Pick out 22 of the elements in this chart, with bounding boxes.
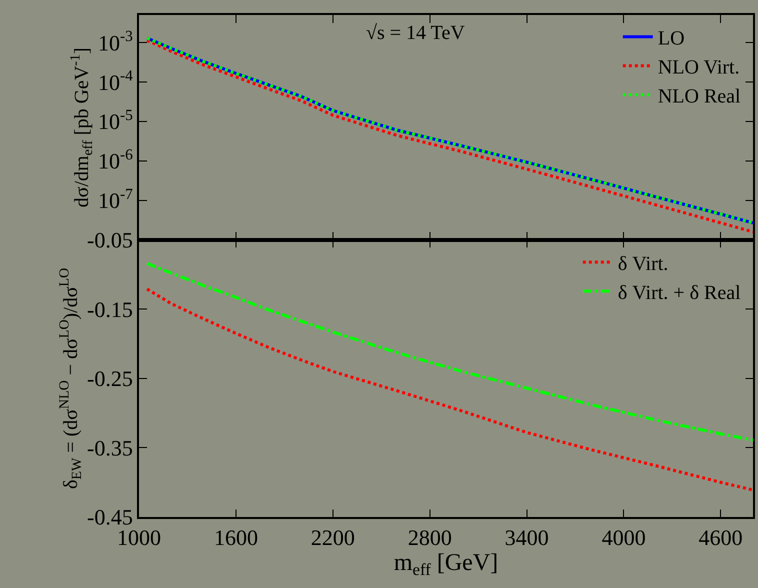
x-tick-label: 1600 xyxy=(214,525,258,550)
x-tick-label: 4000 xyxy=(602,525,646,550)
y-tick-label: 10$^{-3}$ xyxy=(98,28,134,56)
y-tick-label: -0.25 xyxy=(87,366,133,392)
legend-label: δ Virt. xyxy=(618,252,668,275)
legend-label: NLO Real xyxy=(658,86,742,108)
y-tick-label: 10$^{-7}$ xyxy=(98,186,134,214)
x-tick-label: 2800 xyxy=(408,525,452,550)
y-tick-label: -0.35 xyxy=(87,435,133,460)
legend-label: δ Virt. + δ Real xyxy=(618,282,742,304)
x-tick-label: 2200 xyxy=(310,525,355,550)
legend-label: NLO Virt. xyxy=(658,56,740,79)
y-tick-label: 10$^{-4}$ xyxy=(98,68,134,95)
y-tick-label: 10$^{-5}$ xyxy=(98,106,134,134)
y-tick-label: -0.15 xyxy=(87,296,133,322)
x-axis-title: m$_{eff}$ [GeV] xyxy=(394,550,498,580)
x-tick-label: 3400 xyxy=(504,525,549,550)
annotation: √s = 14 TeV xyxy=(366,22,466,44)
y-tick-label: 10$^{-6}$ xyxy=(98,146,134,174)
y-tick-label: -0.05 xyxy=(87,228,133,253)
legend-label: LO xyxy=(658,28,685,50)
x-tick-label: 4600 xyxy=(698,525,743,550)
